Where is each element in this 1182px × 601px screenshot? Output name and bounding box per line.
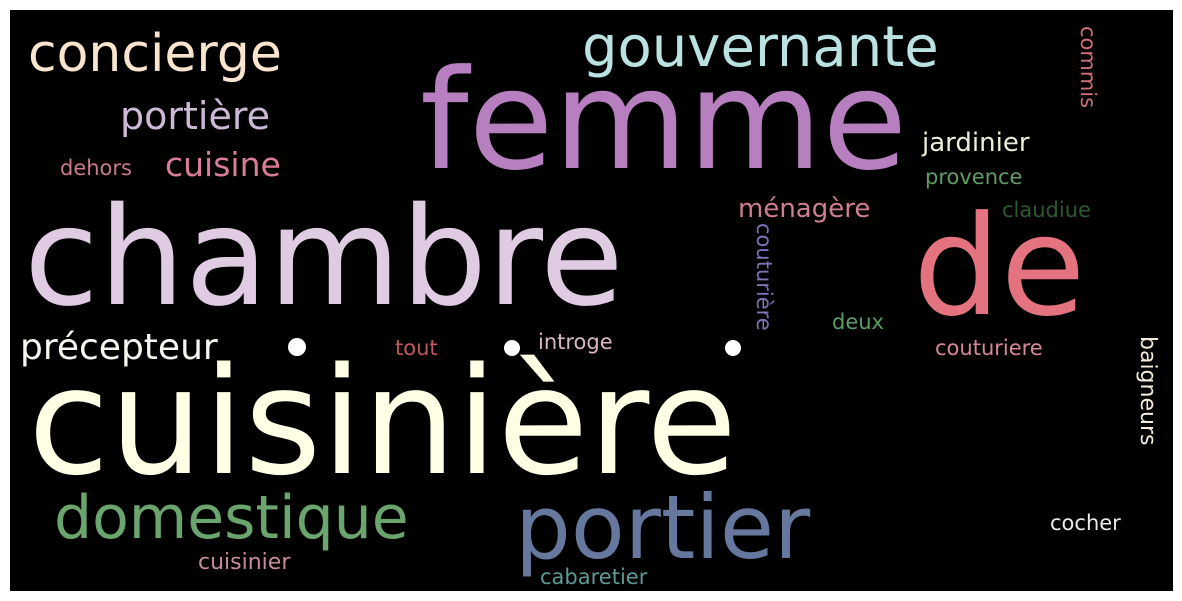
word-provence: provence [925, 165, 1023, 189]
word-baigneurs: baigneurs [1135, 336, 1160, 446]
word-tout: tout [395, 336, 438, 360]
word-cabaretier: cabaretier [540, 565, 648, 589]
word-de: de [913, 186, 1086, 347]
word-concierge: concierge [28, 24, 282, 84]
word-couturiere: couturiere [935, 336, 1043, 360]
dot-1 [288, 338, 306, 356]
word-menagere: ménagère [738, 194, 871, 224]
dot-2 [504, 340, 520, 356]
word-claudiue: claudiue [1002, 198, 1091, 222]
word-femme: femme [420, 40, 908, 201]
word-gouvernante: gouvernante [582, 15, 939, 80]
word-cocher: cocher [1050, 511, 1121, 535]
word-domestique: domestique [54, 483, 409, 553]
word-introge: introge [538, 330, 613, 354]
word-cuisine: cuisine [165, 145, 281, 184]
word-precepteur: précepteur [20, 327, 218, 368]
word-dehors: dehors [60, 156, 132, 180]
word-commis: commis [1076, 26, 1100, 109]
word-jardinier: jardinier [922, 128, 1030, 158]
word-cuisiniere: cuisinière [28, 336, 738, 508]
word-chambre: chambre [24, 179, 624, 337]
word-deux: deux [832, 310, 884, 334]
word-cuisinier: cuisinier [198, 550, 291, 575]
dot-3 [725, 340, 741, 356]
word-portiere: portière [120, 94, 270, 138]
word-cloud: cuisinière chambre femme de portier dome… [10, 10, 1173, 591]
word-couturiere-vertical: couturière [752, 223, 776, 331]
word-portier: portier [515, 476, 811, 579]
